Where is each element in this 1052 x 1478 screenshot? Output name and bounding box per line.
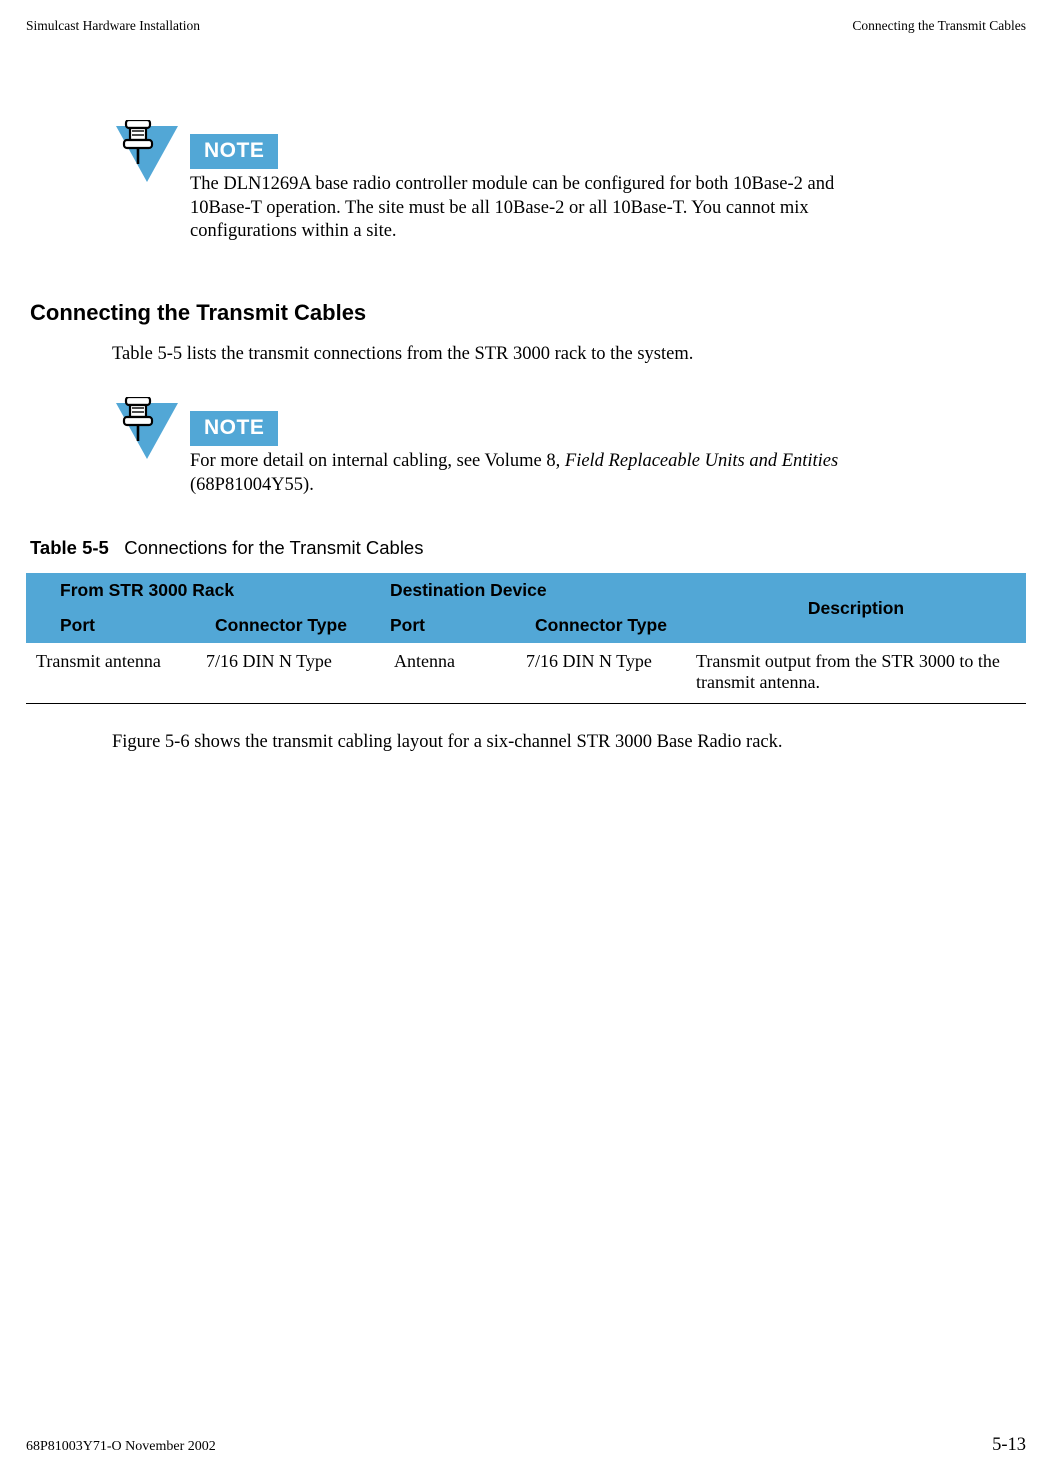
table-number: Table 5-5 (30, 537, 109, 558)
footer-left: 68P81003Y71-O November 2002 (26, 1439, 216, 1455)
th-group-dest: Destination Device (366, 573, 686, 608)
cell-desc: Transmit output from the STR 3000 to the… (686, 643, 1026, 704)
header-left: Simulcast Hardware Installation (26, 18, 200, 34)
th-dest-port: Port (366, 608, 516, 643)
header-right: Connecting the Transmit Cables (852, 18, 1026, 34)
note-badge: NOTE (190, 411, 278, 446)
pushpin-note-icon (112, 118, 190, 184)
footer-page-number: 5-13 (992, 1435, 1026, 1456)
cell-from-port: Transmit antenna (26, 643, 196, 704)
th-from-conn: Connector Type (196, 608, 366, 643)
table-caption: Table 5-5 Connections for the Transmit C… (30, 537, 1026, 559)
cell-dest-port: Antenna (366, 643, 516, 704)
note-text-2: For more detail on internal cabling, see… (190, 450, 896, 497)
note2-ital: Field Replaceable Units and Entities (565, 451, 838, 471)
pushpin-note-icon (112, 395, 190, 461)
page-footer: 68P81003Y71-O November 2002 5-13 (26, 1435, 1026, 1456)
th-from-port: Port (26, 608, 196, 643)
note-badge: NOTE (190, 134, 278, 169)
after-table-paragraph: Figure 5-6 shows the transmit cabling la… (112, 732, 1026, 753)
table-row: Transmit antenna 7/16 DIN N Type Antenna… (26, 643, 1026, 704)
th-description: Description (686, 573, 1026, 643)
note-block-1: NOTE The DLN1269A base radio controller … (112, 118, 1026, 244)
note2-pre: For more detail on internal cabling, see… (190, 451, 565, 471)
cell-dest-conn: 7/16 DIN N Type (516, 643, 686, 704)
table-title: Connections for the Transmit Cables (124, 537, 423, 558)
note-text-1: The DLN1269A base radio controller modul… (190, 173, 896, 244)
section-heading: Connecting the Transmit Cables (30, 300, 1026, 326)
th-group-from: From STR 3000 Rack (26, 573, 366, 608)
cell-from-conn: 7/16 DIN N Type (196, 643, 366, 704)
intro-paragraph: Table 5-5 lists the transmit connections… (112, 344, 1026, 365)
th-dest-conn: Connector Type (516, 608, 686, 643)
note-block-2: NOTE For more detail on internal cabling… (112, 395, 1026, 497)
note2-post: (68P81004Y55). (190, 475, 314, 495)
transmit-cables-table: From STR 3000 Rack Destination Device De… (26, 573, 1026, 704)
